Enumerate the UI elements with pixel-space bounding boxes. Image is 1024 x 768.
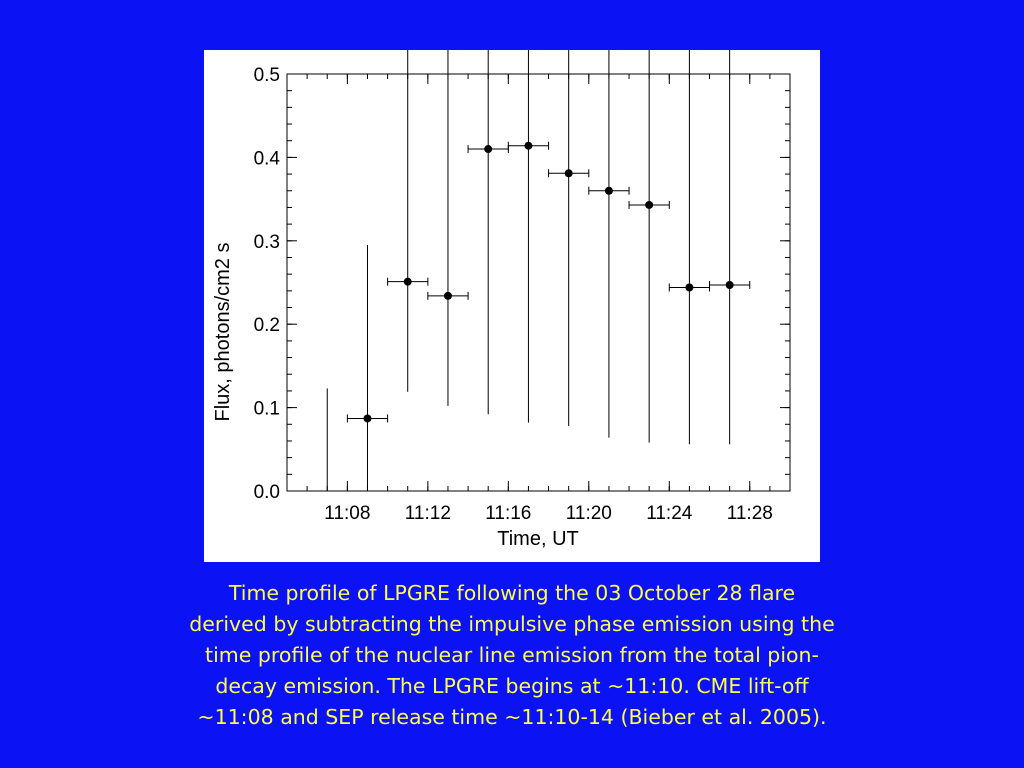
data-point: [685, 283, 694, 292]
caption-line: time profile of the nuclear line emissio…: [205, 643, 819, 667]
data-point: [443, 291, 452, 300]
y-tick-label: 0.4: [254, 148, 281, 169]
plot-frame: [286, 73, 791, 492]
caption-line: ~11:08 and SEP release time ~11:10-14 (B…: [197, 705, 827, 729]
y-axis-label: Flux, photons/cm2 s: [212, 243, 234, 422]
plot-border: [286, 73, 791, 492]
y-tick-label: 0.5: [254, 65, 280, 86]
data-point: [403, 277, 412, 286]
y-tick-labels: 0.0 0.1 0.2 0.3 0.4 0.5: [254, 65, 281, 503]
axis-ticks: [286, 73, 791, 492]
data-point: [524, 141, 533, 150]
data-point: [604, 186, 613, 195]
x-axis-label: Time, UT: [497, 528, 578, 550]
y-tick-label: 0.3: [254, 232, 280, 253]
chart-figure: 0.0 0.1 0.2 0.3 0.4 0.5 11:08 11:12 11:16 11:20 1…: [204, 50, 820, 562]
data-point: [645, 200, 654, 209]
figure-caption: Time profile of LPGRE following the 03 O…: [112, 578, 912, 733]
caption-line: decay emission. The LPGRE begins at ~11:…: [215, 674, 809, 698]
data-point: [363, 414, 372, 423]
x-tick-label: 11:16: [485, 503, 531, 524]
x-tick-label: 11:08: [324, 503, 370, 524]
data-points: [363, 141, 734, 423]
y-tick-label: 0.0: [254, 482, 280, 503]
caption-line: Time profile of LPGRE following the 03 O…: [228, 581, 796, 605]
data-point: [725, 281, 734, 290]
y-tick-label: 0.1: [254, 399, 280, 420]
x-tick-label: 11:12: [405, 503, 451, 524]
y-tick-label: 0.2: [254, 315, 280, 336]
flux-time-plot: 0.00.10.20.30.40.5 11:08 11:12 11:16 11:20 1…: [212, 50, 791, 550]
x-tick-label: 11:28: [727, 503, 773, 524]
data-point: [484, 145, 493, 154]
x-tick-label: 11:24: [646, 503, 693, 524]
x-tick-label: 11:20: [566, 503, 612, 524]
data-point: [564, 169, 573, 178]
error-bars: [326, 50, 751, 491]
caption-line: derived by subtracting the impulsive pha…: [189, 612, 835, 636]
x-tick-labels: 11:08 11:12 11:16 11:20 11:24 11:28: [324, 503, 773, 524]
